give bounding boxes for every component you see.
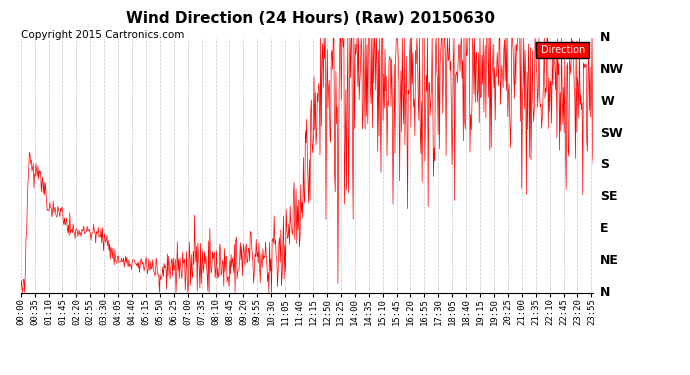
Text: N: N — [600, 286, 611, 299]
Text: SW: SW — [600, 127, 623, 140]
Text: NW: NW — [600, 63, 624, 76]
Text: NE: NE — [600, 254, 619, 267]
Text: N: N — [600, 31, 611, 44]
Text: SE: SE — [600, 190, 618, 203]
Text: W: W — [600, 95, 614, 108]
Text: S: S — [600, 159, 609, 171]
Text: Copyright 2015 Cartronics.com: Copyright 2015 Cartronics.com — [21, 30, 184, 40]
Text: E: E — [600, 222, 609, 235]
Legend: Direction: Direction — [535, 42, 589, 58]
Text: Wind Direction (24 Hours) (Raw) 20150630: Wind Direction (24 Hours) (Raw) 20150630 — [126, 11, 495, 26]
